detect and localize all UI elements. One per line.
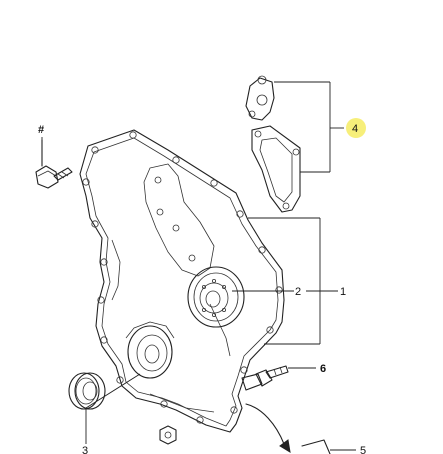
- callout-2: 2: [295, 286, 301, 298]
- callout-4: 4: [352, 123, 358, 135]
- crank-seal-opening: [125, 321, 175, 379]
- pulley-opening[interactable]: [187, 266, 245, 328]
- seal-ring-icon[interactable]: [68, 372, 106, 410]
- hex-nut-icon[interactable]: [159, 425, 177, 445]
- callout-5: 5: [360, 445, 366, 454]
- callout-3: 3: [82, 445, 88, 454]
- callout-labels: # 1 2 3 4 5 6: [38, 118, 366, 454]
- callout-hash: #: [38, 124, 44, 136]
- callout-6: 6: [320, 363, 326, 375]
- stud-bolt[interactable]: [241, 365, 289, 391]
- leader-lines: [41, 81, 356, 451]
- timing-cover[interactable]: [79, 129, 285, 433]
- direction-arrow-icon: [245, 403, 291, 453]
- gasket-set[interactable]: [245, 75, 301, 213]
- callout-4-highlight: [346, 118, 366, 138]
- bolt-icon[interactable]: [35, 139, 73, 189]
- callout-1: 1: [340, 286, 346, 298]
- part-5-body[interactable]: [301, 439, 331, 454]
